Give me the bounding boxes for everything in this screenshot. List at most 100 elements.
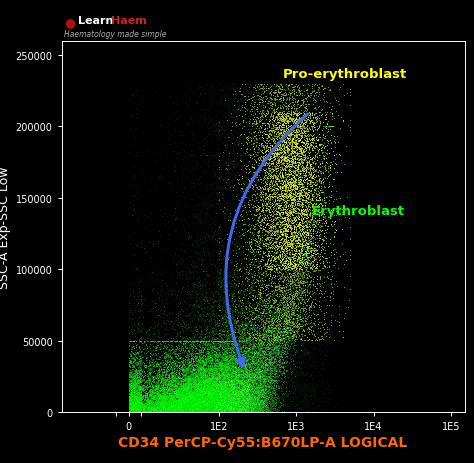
Point xyxy=(201,393,208,400)
Point xyxy=(248,400,256,407)
Point xyxy=(318,147,325,154)
Point xyxy=(300,213,308,221)
Point xyxy=(234,294,242,301)
Point xyxy=(169,399,176,407)
Point xyxy=(188,381,196,388)
Point xyxy=(275,126,283,134)
Point xyxy=(208,406,215,413)
Point xyxy=(250,406,258,413)
Point xyxy=(327,124,335,131)
Point xyxy=(219,407,227,414)
Point xyxy=(251,310,258,317)
Point xyxy=(313,187,320,194)
Point xyxy=(222,403,230,411)
Point xyxy=(225,245,232,253)
Point xyxy=(235,403,242,410)
Point xyxy=(201,361,208,369)
Point xyxy=(264,240,272,248)
Point xyxy=(214,215,222,223)
Point xyxy=(177,408,185,416)
Point xyxy=(235,391,242,399)
Point xyxy=(216,364,224,371)
Point xyxy=(165,397,173,404)
Point xyxy=(331,317,339,324)
Point xyxy=(221,384,228,392)
Point xyxy=(218,333,225,341)
Point xyxy=(261,395,268,403)
Point xyxy=(256,354,264,362)
Point xyxy=(308,85,315,93)
Point xyxy=(300,263,308,270)
Point xyxy=(223,351,230,358)
Point xyxy=(194,407,201,414)
Point xyxy=(221,405,228,413)
Point xyxy=(241,95,248,102)
Point xyxy=(279,206,287,213)
Point xyxy=(221,350,229,358)
Point xyxy=(277,334,285,342)
Point xyxy=(202,406,210,413)
Point xyxy=(208,396,216,404)
Point xyxy=(275,210,283,218)
Point xyxy=(132,407,140,414)
Point xyxy=(226,337,234,344)
Point xyxy=(198,394,205,402)
Point xyxy=(287,81,295,89)
Point xyxy=(128,344,136,351)
Point xyxy=(205,399,213,406)
Point xyxy=(157,402,164,410)
Point xyxy=(173,337,181,344)
Point xyxy=(281,132,289,140)
Point xyxy=(227,127,234,134)
Point xyxy=(198,298,205,305)
Point xyxy=(193,407,201,414)
Point xyxy=(164,403,172,410)
Point xyxy=(282,260,289,268)
Point xyxy=(259,162,267,169)
Point xyxy=(214,388,221,395)
Point xyxy=(303,321,310,329)
Point xyxy=(192,377,200,384)
Point xyxy=(227,380,234,388)
Point xyxy=(326,138,334,145)
Point xyxy=(207,351,214,359)
Point xyxy=(199,358,206,365)
Point xyxy=(282,136,289,144)
Point xyxy=(206,201,213,208)
Point xyxy=(278,250,285,258)
Point xyxy=(219,388,227,396)
Point xyxy=(223,400,230,407)
Point xyxy=(276,313,283,320)
Point xyxy=(192,405,200,412)
Point xyxy=(269,141,277,148)
Point xyxy=(258,389,265,397)
Point xyxy=(168,367,175,374)
Point xyxy=(302,391,310,399)
Point xyxy=(266,346,273,353)
Point xyxy=(247,392,255,399)
Point xyxy=(197,373,204,381)
Point xyxy=(257,375,264,383)
Point xyxy=(292,244,300,251)
Point xyxy=(279,172,286,180)
Point xyxy=(256,308,264,316)
Point xyxy=(264,407,272,414)
Point xyxy=(236,399,243,407)
Point xyxy=(272,323,279,331)
Point xyxy=(200,400,208,407)
Point xyxy=(189,395,196,402)
Point xyxy=(236,391,244,399)
Point xyxy=(291,250,298,258)
Point xyxy=(306,224,314,232)
Point xyxy=(225,390,232,398)
Point xyxy=(286,391,294,399)
Point xyxy=(210,350,217,357)
Point xyxy=(169,370,176,377)
Point xyxy=(143,345,151,352)
Point xyxy=(229,271,237,278)
Point xyxy=(192,294,200,301)
Point xyxy=(225,397,232,405)
Point xyxy=(191,400,199,408)
Point xyxy=(284,219,292,227)
Point xyxy=(260,392,267,400)
